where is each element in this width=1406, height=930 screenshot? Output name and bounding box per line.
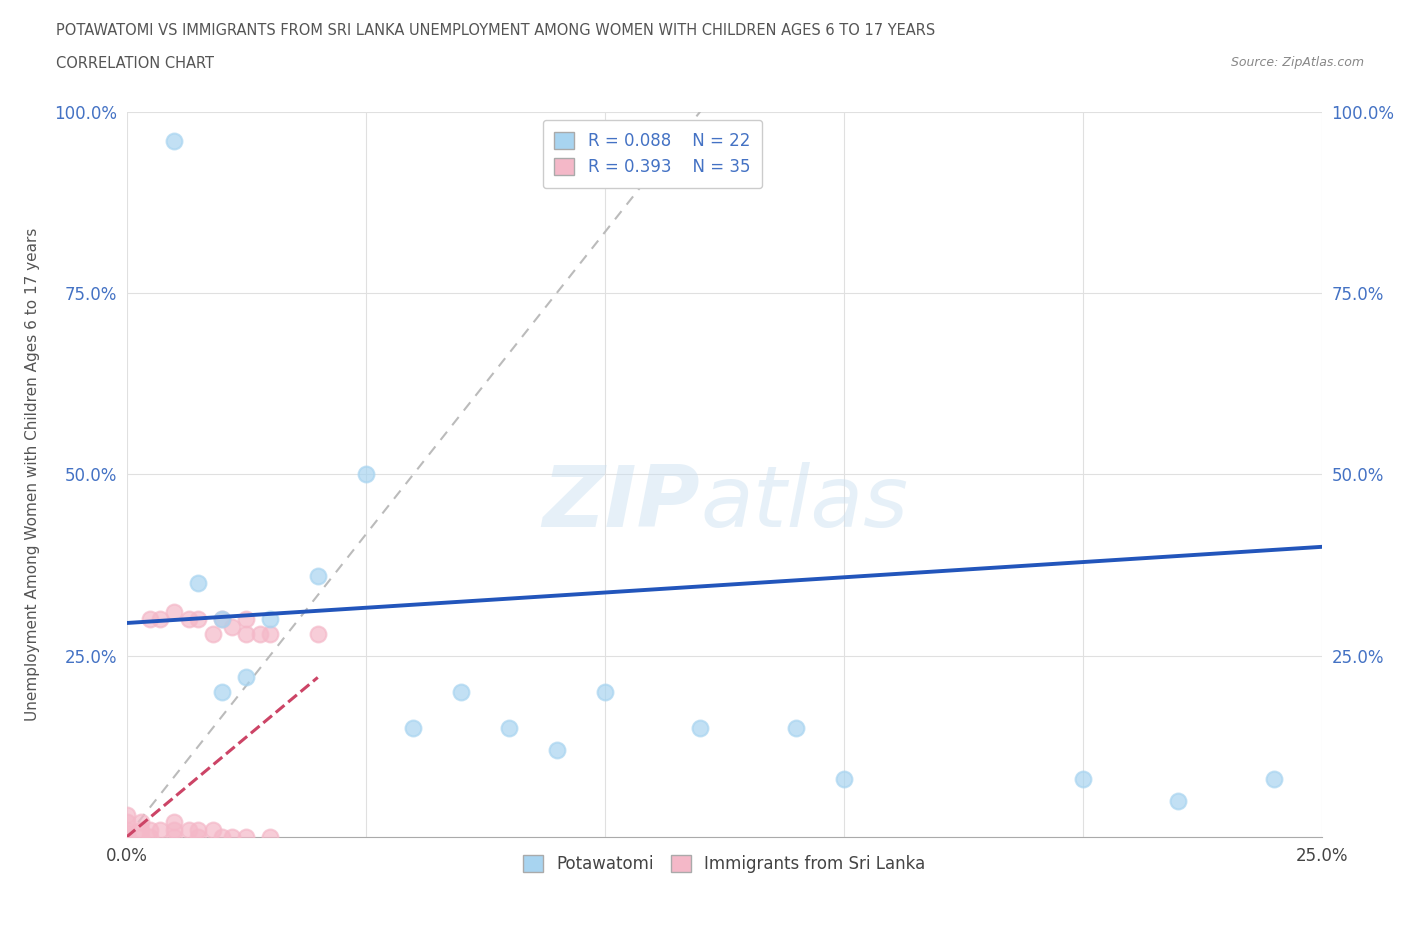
Immigrants from Sri Lanka: [187, 830, 209, 844]
Text: atlas: atlas: [700, 462, 908, 545]
Immigrants from Sri Lanka: [115, 815, 138, 830]
Potawatomi: [785, 721, 807, 736]
Immigrants from Sri Lanka: [163, 815, 186, 830]
Immigrants from Sri Lanka: [115, 830, 138, 844]
Immigrants from Sri Lanka: [139, 612, 162, 627]
Immigrants from Sri Lanka: [259, 830, 281, 844]
Potawatomi: [450, 684, 472, 699]
Immigrants from Sri Lanka: [249, 627, 271, 642]
Potawatomi: [354, 467, 377, 482]
Immigrants from Sri Lanka: [235, 830, 257, 844]
Immigrants from Sri Lanka: [129, 822, 152, 837]
Immigrants from Sri Lanka: [149, 612, 172, 627]
Immigrants from Sri Lanka: [259, 627, 281, 642]
Immigrants from Sri Lanka: [139, 830, 162, 844]
Text: ZIP: ZIP: [543, 462, 700, 545]
Immigrants from Sri Lanka: [235, 612, 257, 627]
Potawatomi: [235, 670, 257, 684]
Immigrants from Sri Lanka: [163, 830, 186, 844]
Immigrants from Sri Lanka: [163, 822, 186, 837]
Y-axis label: Unemployment Among Women with Children Ages 6 to 17 years: Unemployment Among Women with Children A…: [25, 228, 39, 721]
Potawatomi: [593, 684, 616, 699]
Potawatomi: [259, 612, 281, 627]
Potawatomi: [163, 133, 186, 148]
Potawatomi: [498, 721, 520, 736]
Immigrants from Sri Lanka: [115, 826, 138, 841]
Immigrants from Sri Lanka: [221, 619, 243, 634]
Immigrants from Sri Lanka: [115, 822, 138, 837]
Potawatomi: [187, 576, 209, 591]
Text: Source: ZipAtlas.com: Source: ZipAtlas.com: [1230, 56, 1364, 69]
Immigrants from Sri Lanka: [129, 830, 152, 844]
Immigrants from Sri Lanka: [177, 822, 200, 837]
Legend: Potawatomi, Immigrants from Sri Lanka: Potawatomi, Immigrants from Sri Lanka: [516, 848, 932, 880]
Potawatomi: [307, 568, 329, 583]
Immigrants from Sri Lanka: [211, 612, 233, 627]
Immigrants from Sri Lanka: [187, 612, 209, 627]
Immigrants from Sri Lanka: [201, 627, 224, 642]
Immigrants from Sri Lanka: [149, 822, 172, 837]
Immigrants from Sri Lanka: [163, 604, 186, 619]
Immigrants from Sri Lanka: [129, 815, 152, 830]
Immigrants from Sri Lanka: [187, 822, 209, 837]
Potawatomi: [211, 684, 233, 699]
Immigrants from Sri Lanka: [139, 822, 162, 837]
Potawatomi: [689, 721, 711, 736]
Immigrants from Sri Lanka: [115, 808, 138, 823]
Immigrants from Sri Lanka: [211, 830, 233, 844]
Potawatomi: [1167, 793, 1189, 808]
Immigrants from Sri Lanka: [307, 627, 329, 642]
Potawatomi: [832, 772, 855, 787]
Potawatomi: [402, 721, 425, 736]
Immigrants from Sri Lanka: [221, 830, 243, 844]
Immigrants from Sri Lanka: [235, 627, 257, 642]
Immigrants from Sri Lanka: [177, 612, 200, 627]
Potawatomi: [1071, 772, 1094, 787]
Potawatomi: [546, 742, 568, 757]
Potawatomi: [1263, 772, 1285, 787]
Text: CORRELATION CHART: CORRELATION CHART: [56, 56, 214, 71]
Immigrants from Sri Lanka: [201, 822, 224, 837]
Text: POTAWATOMI VS IMMIGRANTS FROM SRI LANKA UNEMPLOYMENT AMONG WOMEN WITH CHILDREN A: POTAWATOMI VS IMMIGRANTS FROM SRI LANKA …: [56, 23, 935, 38]
Potawatomi: [211, 612, 233, 627]
